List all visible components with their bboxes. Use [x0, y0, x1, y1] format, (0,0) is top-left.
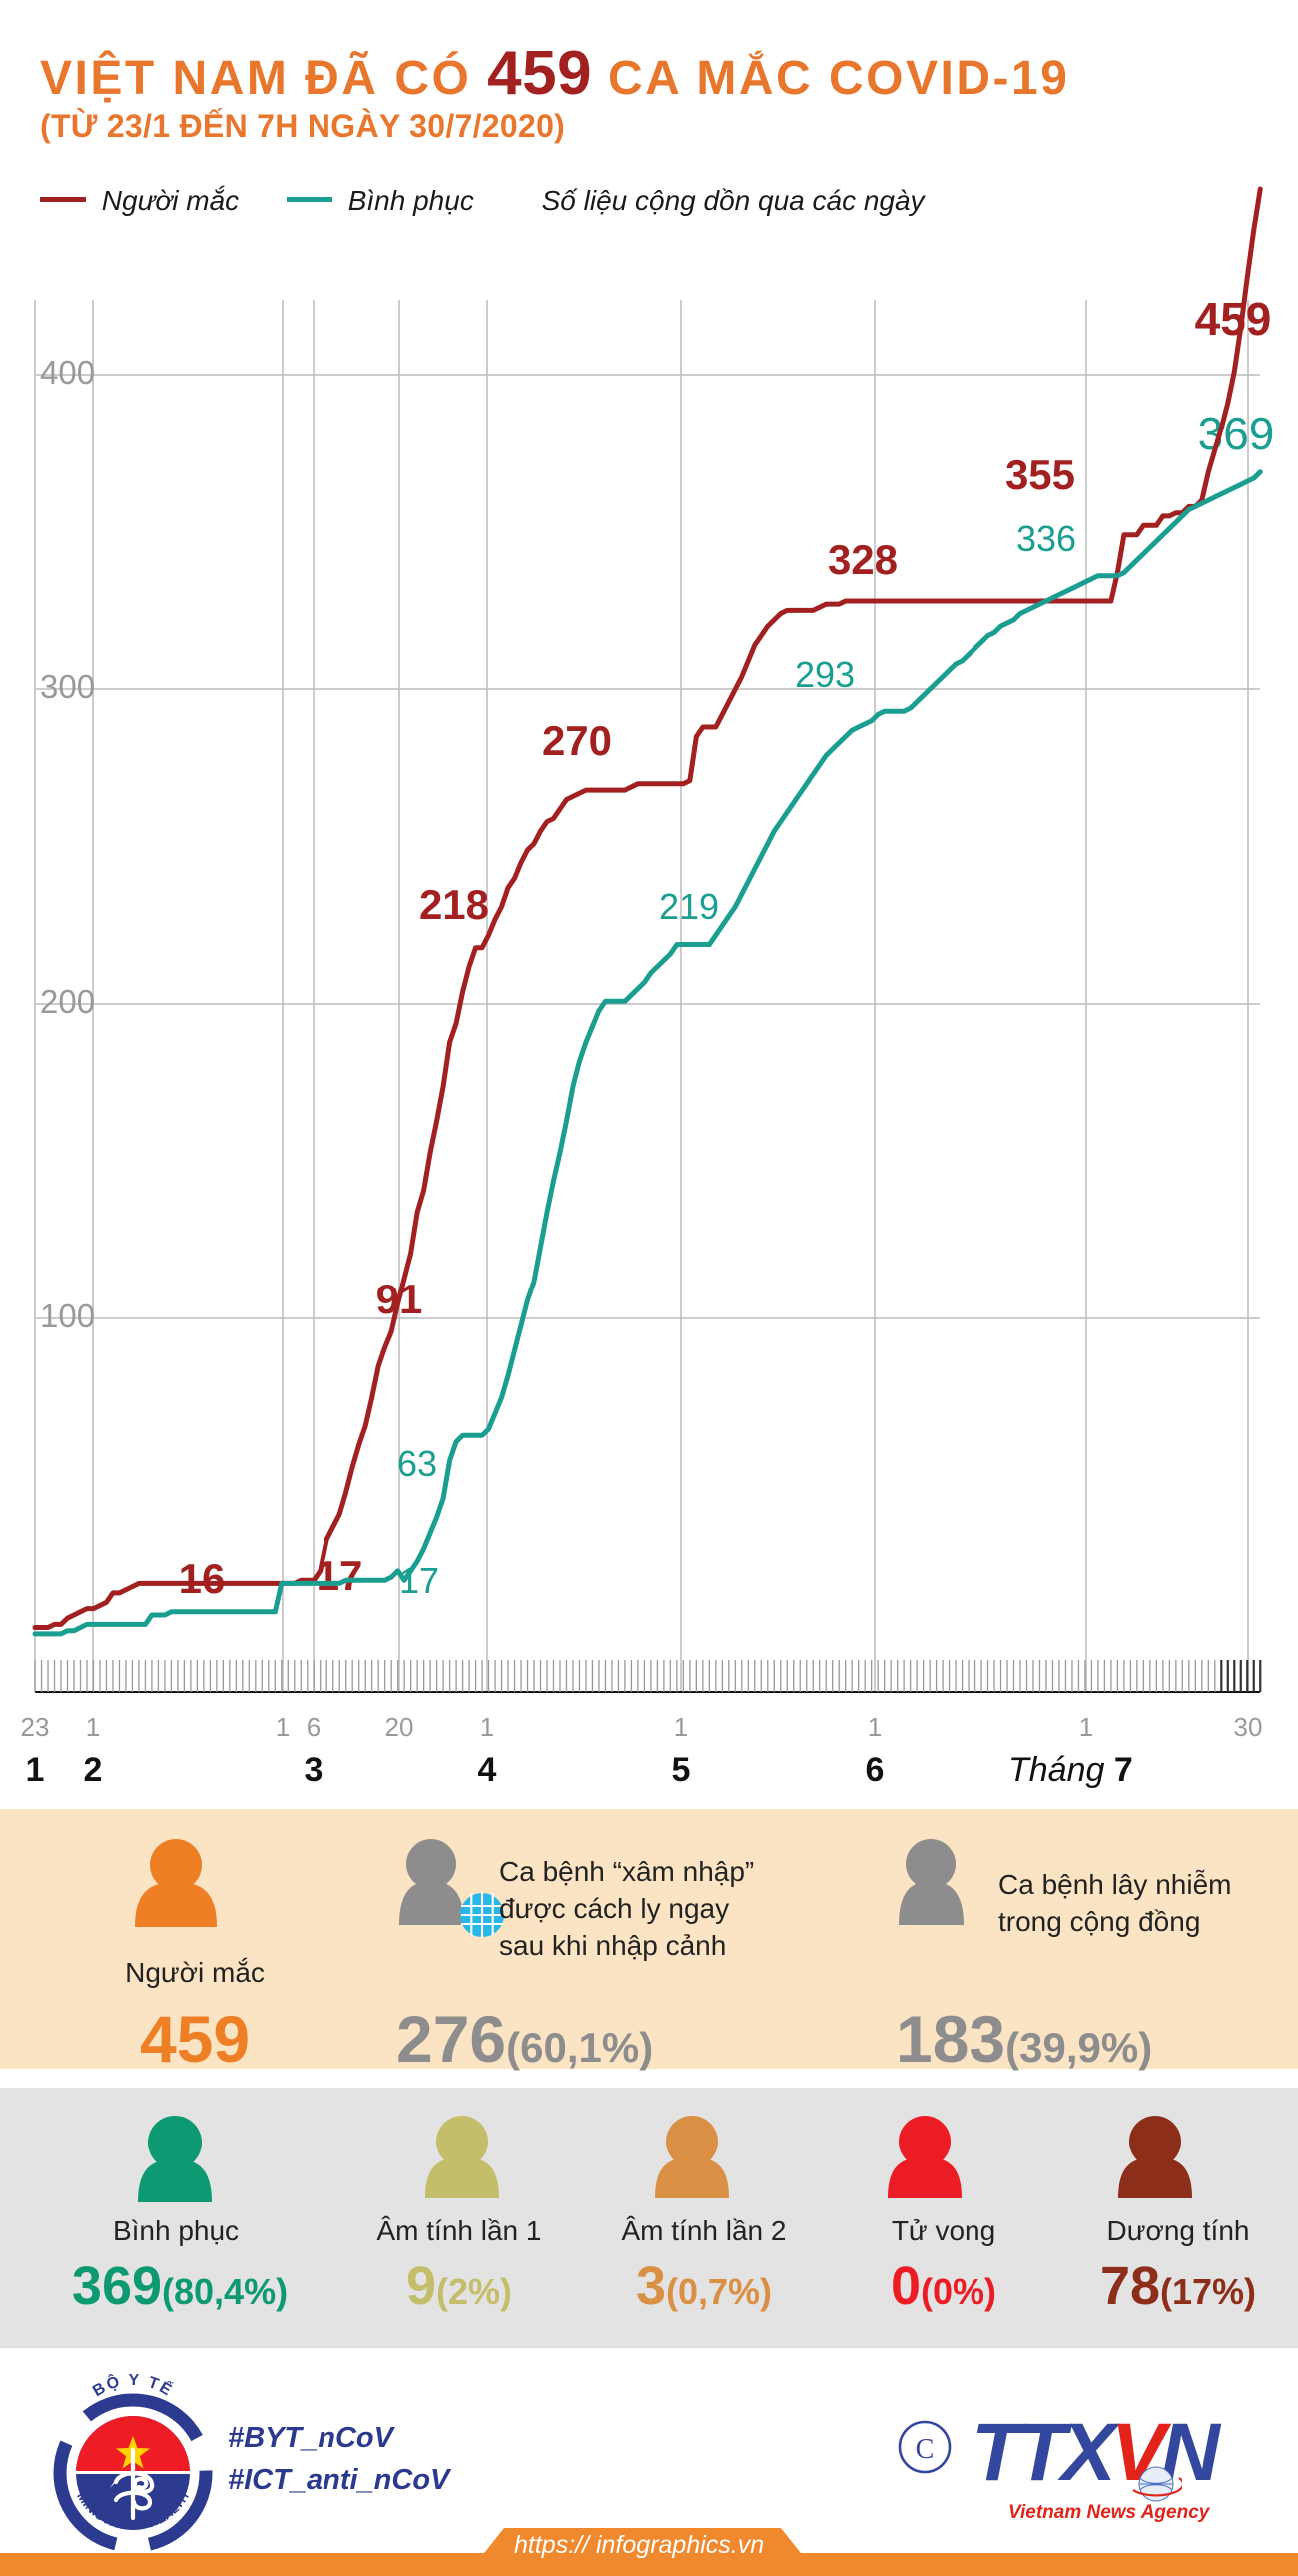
svg-text:459: 459 — [1195, 293, 1272, 345]
svg-text:400: 400 — [40, 354, 95, 391]
svg-text:300: 300 — [40, 668, 95, 705]
svg-text:30: 30 — [1234, 1712, 1263, 1742]
svg-text:6: 6 — [866, 1751, 885, 1789]
svg-text:5: 5 — [672, 1751, 691, 1789]
svg-text:23: 23 — [21, 1712, 50, 1742]
svg-text:369: 369 — [1198, 408, 1275, 459]
svg-text:2: 2 — [84, 1751, 103, 1789]
svg-text:355: 355 — [1005, 451, 1075, 498]
svg-text:218: 218 — [419, 881, 489, 928]
svg-text:328: 328 — [828, 536, 898, 583]
svg-text:1: 1 — [26, 1751, 45, 1789]
svg-text:6: 6 — [307, 1712, 321, 1742]
svg-text:293: 293 — [795, 654, 855, 695]
svg-text:1: 1 — [480, 1712, 494, 1742]
svg-text:4: 4 — [478, 1751, 497, 1789]
svg-text:219: 219 — [659, 886, 719, 927]
svg-text:1: 1 — [86, 1712, 100, 1742]
svg-text:1: 1 — [276, 1712, 290, 1742]
svg-text:1: 1 — [1079, 1712, 1093, 1742]
svg-text:Tháng 7: Tháng 7 — [1008, 1751, 1133, 1789]
svg-text:16: 16 — [179, 1555, 226, 1602]
svg-text:C: C — [916, 2434, 935, 2465]
svg-text:1: 1 — [674, 1712, 688, 1742]
svg-text:3: 3 — [305, 1751, 324, 1789]
svg-text:63: 63 — [397, 1443, 437, 1484]
svg-text:20: 20 — [385, 1712, 414, 1742]
svg-text:200: 200 — [40, 983, 95, 1020]
svg-text:270: 270 — [542, 717, 612, 764]
svg-text:336: 336 — [1016, 518, 1076, 559]
svg-text:100: 100 — [40, 1297, 95, 1334]
svg-text:1: 1 — [868, 1712, 882, 1742]
